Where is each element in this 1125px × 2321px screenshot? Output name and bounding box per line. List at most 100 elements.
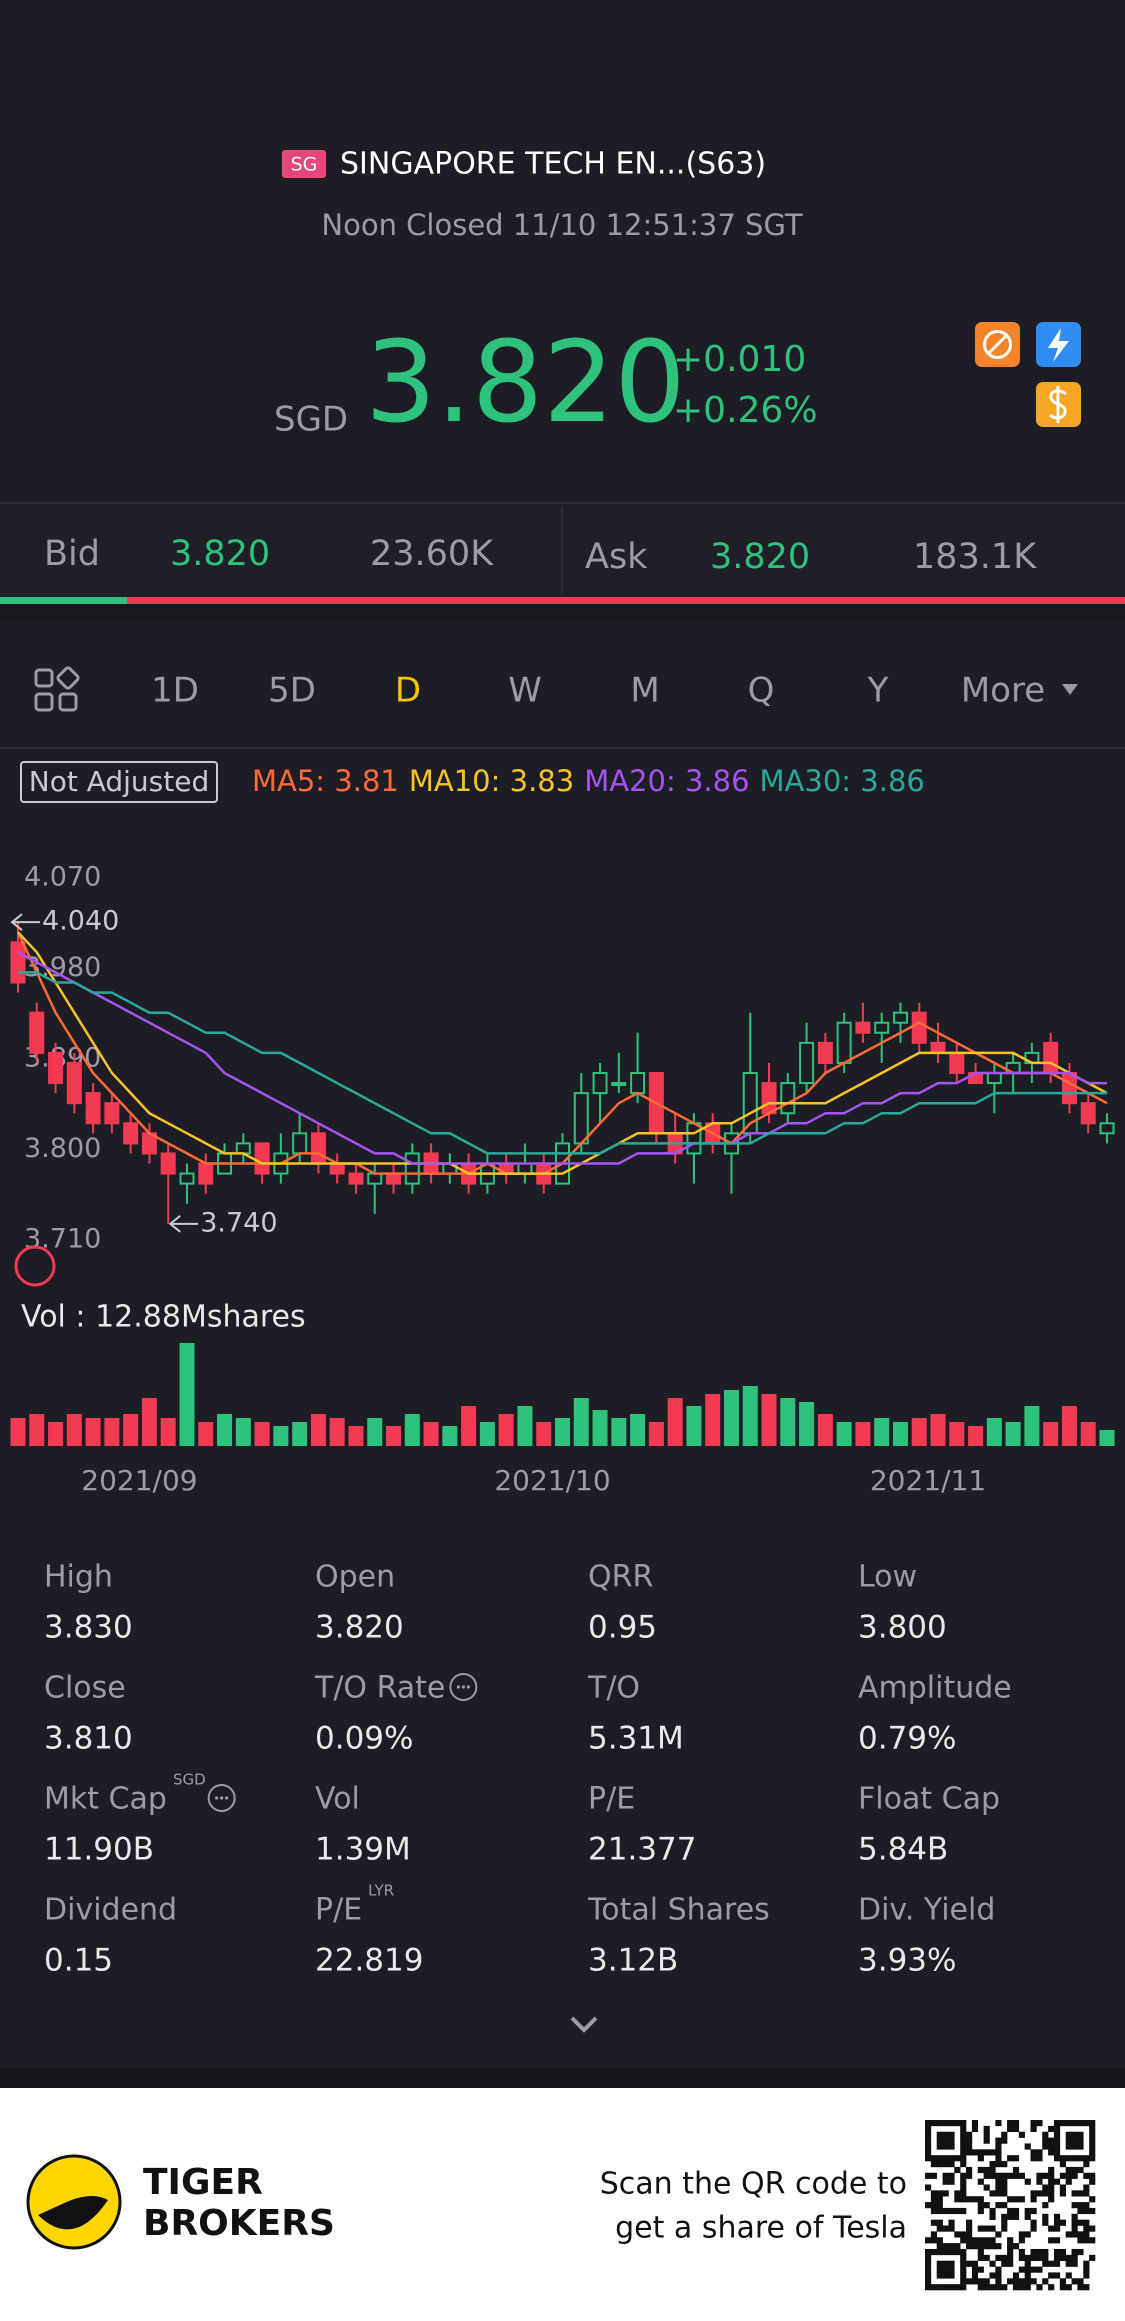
volume-bar <box>1061 1406 1077 1446</box>
qr-module <box>1059 2184 1066 2191</box>
qr-module <box>1030 2207 1037 2215</box>
qr-module <box>1024 2284 1031 2291</box>
qr-module <box>1001 2161 1008 2168</box>
event-marker[interactable] <box>14 1245 56 1287</box>
candle-body <box>817 1041 833 1064</box>
qr-module <box>942 2207 949 2215</box>
stat-value: 5.31M <box>588 1721 684 1757</box>
qr-module <box>1042 2278 1049 2285</box>
qr-module <box>1036 2120 1043 2127</box>
stat-value: 1.39M <box>315 1832 411 1868</box>
qr-module <box>925 2125 932 2133</box>
qr-module <box>1071 2202 1078 2209</box>
qr-module <box>936 2284 943 2291</box>
period-tab[interactable]: More <box>961 671 1045 711</box>
candle-body <box>66 1061 82 1105</box>
qr-module <box>925 2149 932 2156</box>
qr-module <box>1007 2120 1014 2127</box>
period-tab[interactable]: D <box>395 671 421 711</box>
qr-module <box>1001 2172 1008 2179</box>
info-icon-dot <box>220 1796 224 1800</box>
qr-module <box>948 2172 955 2179</box>
qr-module <box>1001 2219 1008 2226</box>
qr-module <box>1007 2125 1014 2133</box>
candle-body <box>761 1082 777 1115</box>
qr-module <box>960 2184 967 2191</box>
volume-bar <box>123 1414 139 1446</box>
stat-label: Mkt Cap <box>44 1782 167 1817</box>
period-tab[interactable]: Q <box>748 671 775 711</box>
qr-module <box>960 2284 967 2291</box>
adjust-label[interactable]: Not Adjusted <box>29 765 209 798</box>
qr-module <box>1007 2213 1014 2220</box>
period-tab[interactable]: M <box>630 671 659 711</box>
qr-module <box>977 2243 984 2250</box>
stat-label: T/O Rate <box>314 1671 445 1706</box>
qr-module <box>1030 2266 1037 2273</box>
qr-module <box>995 2284 1002 2291</box>
layout-toggle[interactable] <box>34 666 80 712</box>
adjust-box[interactable] <box>20 761 218 803</box>
qr-module <box>1083 2272 1090 2279</box>
qr-module <box>1001 2202 1008 2209</box>
qr-module <box>983 2254 990 2261</box>
qr-module <box>925 2248 932 2256</box>
qr-code <box>925 2120 1096 2291</box>
expand-chevron[interactable] <box>570 2016 598 2033</box>
icon-glyph <box>1048 328 1069 362</box>
qr-module <box>989 2225 996 2232</box>
volume-bar <box>986 1418 1002 1446</box>
qr-module <box>925 2254 932 2261</box>
qr-module <box>960 2143 967 2150</box>
volume-bar <box>836 1422 852 1446</box>
qr-module <box>942 2190 949 2197</box>
qr-module <box>1048 2178 1055 2185</box>
period-tab[interactable]: 5D <box>268 671 316 711</box>
volume-bar <box>648 1422 664 1446</box>
qr-module <box>1001 2178 1008 2185</box>
stat-value: 5.84B <box>858 1832 948 1868</box>
period-tab[interactable]: Y <box>867 671 889 711</box>
candle-body <box>254 1142 270 1175</box>
period-tab[interactable]: W <box>508 671 542 711</box>
qr-module <box>1018 2278 1025 2285</box>
qr-module <box>960 2196 967 2203</box>
qr-module <box>1071 2260 1078 2267</box>
period-tab[interactable]: 1D <box>151 671 199 711</box>
qr-module <box>1024 2272 1031 2279</box>
qr-module <box>1089 2178 1096 2185</box>
ma-legend-item: MA20: 3.86 <box>584 764 749 798</box>
qr-module <box>936 2248 943 2256</box>
volume-label: Vol : 12.88Mshares <box>21 1300 306 1335</box>
qr-module <box>925 2237 932 2244</box>
qr-module <box>1059 2161 1066 2168</box>
icon-glyph <box>56 666 80 690</box>
qr-module <box>936 2219 943 2226</box>
qr-module <box>1024 2260 1031 2267</box>
qr-module <box>948 2137 955 2144</box>
dropdown-caret[interactable] <box>1062 684 1078 695</box>
candle-body <box>573 1092 589 1145</box>
info-icon[interactable] <box>207 1784 236 1812</box>
qr-module <box>989 2161 996 2168</box>
volume-bar <box>235 1418 251 1446</box>
info-icon[interactable] <box>449 1673 478 1701</box>
qr-module <box>977 2284 984 2291</box>
qr-module <box>1042 2202 1049 2209</box>
qr-module <box>966 2225 973 2232</box>
candle-body <box>592 1072 608 1095</box>
icon-glyph <box>986 333 1009 356</box>
qr-module <box>983 2131 990 2138</box>
qr-module <box>1053 2149 1061 2156</box>
qr-module <box>1077 2131 1084 2138</box>
qr-module <box>989 2166 996 2174</box>
candle-body <box>799 1041 815 1085</box>
candle-body <box>930 1041 946 1054</box>
qr-module <box>1083 2225 1090 2232</box>
qr-module <box>966 2149 973 2156</box>
qr-module <box>960 2149 967 2156</box>
qr-module <box>1024 2143 1031 2150</box>
icon-glyph <box>34 692 54 712</box>
volume-bar <box>780 1398 796 1446</box>
volume-bar <box>667 1398 683 1446</box>
